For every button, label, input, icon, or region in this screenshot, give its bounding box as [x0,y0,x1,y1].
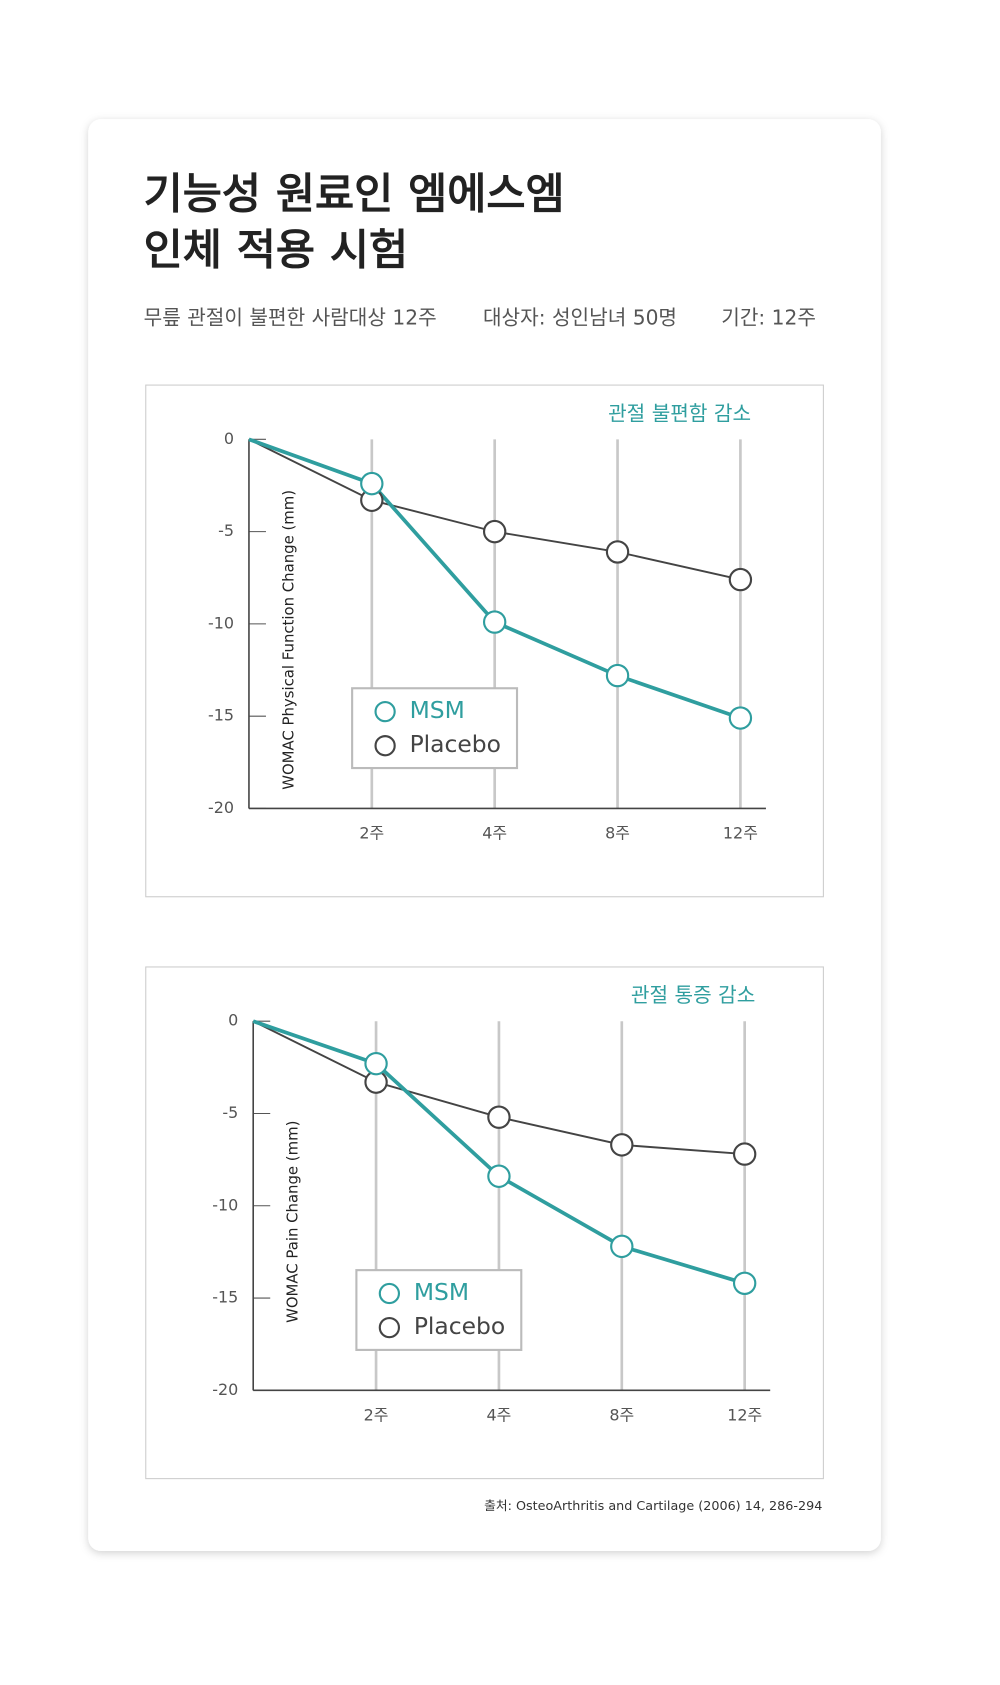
y-tick-label: -10 [208,613,234,632]
legend-label: Placebo [414,1312,505,1340]
y-tick-label: -20 [212,1380,238,1399]
x-tick-label: 4주 [482,823,507,842]
y-tick-label: 0 [228,1011,238,1030]
point [360,471,384,496]
legend-marker [374,735,396,757]
point [487,1164,511,1188]
point [728,567,753,592]
legend-marker [378,1316,401,1339]
x-tick-label: 12주 [723,823,758,842]
point [605,663,630,688]
legend-box [355,1269,523,1351]
legend-label: MSM [410,696,465,724]
y-axis-label: WOMAC Physical Function Change (mm) [279,490,297,790]
source: 출처: OsteoArthritis and Cartilage (2006) … [484,1499,822,1514]
info: 무릎 관절이 불편한 사람대상 12주 [144,306,437,330]
point [610,1133,634,1157]
point [732,1271,757,1295]
chart-frame [145,966,824,1480]
x-tick-label: 4주 [487,1405,512,1424]
y-tick-label: -10 [212,1195,238,1214]
x-tick-label: 2주 [359,823,384,842]
x-tick-label: 8주 [605,823,630,842]
info: 기간: 12주 [721,306,816,330]
title: 인체 적용 시험 [144,227,408,276]
point [364,1051,388,1076]
info: 대상자: 성인남녀 50명 [483,306,677,330]
point [487,1105,511,1129]
legend-label: Placebo [410,730,501,758]
x-tick-label: 12주 [727,1405,762,1424]
y-tick-label: -15 [212,1288,238,1307]
y-axis-label: WOMAC Pain Change (mm) [284,1121,302,1323]
point [610,1234,634,1259]
title: 기능성 원료인 엠에스엠 [144,170,565,219]
x-tick-label: 8주 [609,1405,634,1424]
chart-title: 관절 불편함 감소 [608,401,751,425]
legend-marker [374,701,396,723]
point [482,519,507,544]
legend-marker [378,1282,401,1305]
x-tick-label: 2주 [364,1405,389,1424]
y-tick-label: -15 [208,706,234,725]
legend-label: MSM [414,1278,469,1306]
point [605,540,630,564]
y-tick-label: -5 [218,521,234,540]
chart-frame [145,384,824,898]
point [482,610,507,634]
y-tick-label: -5 [222,1103,238,1122]
point [728,706,753,730]
y-tick-label: -20 [208,798,234,817]
chart-title: 관절 통증 감소 [631,983,755,1007]
card [88,119,881,1551]
point [732,1142,757,1166]
y-tick-label: 0 [224,429,234,448]
